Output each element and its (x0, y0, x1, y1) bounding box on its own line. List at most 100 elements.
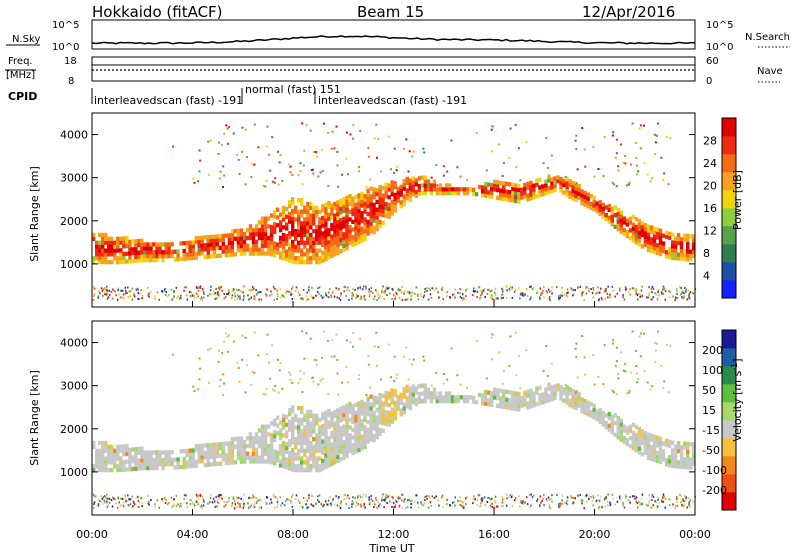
power-near-echo (140, 289, 142, 292)
power-near-echo (217, 293, 219, 296)
velocity-echo-cell (508, 401, 512, 407)
power-echo-cell (254, 224, 259, 229)
power-echo-cell (345, 203, 349, 208)
velocity-echo-cell (502, 393, 506, 398)
power-near-echo (374, 295, 376, 298)
velocity-echo-cell (107, 468, 111, 473)
velocity-echo-cell (682, 460, 687, 466)
velocity-near-echo (93, 495, 96, 498)
power-echo-cell (583, 202, 587, 207)
power-near-echo (258, 291, 261, 294)
velocity-echo-cell (396, 406, 400, 411)
velocity-near-echo (161, 498, 163, 500)
velocity-echo-cell (297, 456, 301, 461)
power-near-echo (416, 293, 419, 296)
power-scatter-echo (436, 184, 439, 187)
power-echo-cell (291, 220, 295, 225)
velocity-echo-cell (354, 437, 358, 442)
power-echo-cell (348, 240, 352, 245)
velocity-echo-cell (191, 452, 195, 457)
power-echo-cell (297, 213, 301, 218)
power-near-echo (364, 298, 366, 301)
power-echo-cell (625, 222, 630, 227)
velocity-echo-cell (613, 413, 617, 418)
power-echo-cell (233, 228, 238, 234)
velocity-near-echo (472, 497, 475, 500)
velocity-near-echo (317, 495, 319, 498)
power-echo-cell (333, 240, 337, 245)
velocity-near-echo (514, 497, 517, 500)
power-echo-cell (164, 250, 168, 255)
power-near-echo (212, 289, 215, 292)
power-echo-cell (375, 215, 379, 220)
power-echo-cell (580, 189, 584, 194)
power-echo-cell (254, 228, 259, 233)
power-echo-cell (263, 220, 268, 225)
velocity-scatter-echo (475, 340, 478, 342)
power-colorbar-segment (722, 118, 736, 137)
velocity-near-echo (306, 499, 308, 502)
velocity-echo-cell (655, 443, 660, 448)
power-near-echo (103, 287, 106, 289)
power-scatter-echo (352, 137, 354, 140)
power-echo-cell (363, 201, 367, 207)
velocity-echo-cell (390, 419, 394, 424)
velocity-echo-cell (306, 456, 310, 461)
velocity-near-echo (651, 499, 653, 501)
power-echo-cell (348, 217, 352, 222)
velocity-echo-cell (98, 440, 102, 446)
velocity-echo-cell (119, 460, 123, 465)
power-echo-cell (523, 182, 527, 188)
power-echo-cell (128, 251, 132, 256)
velocity-near-echo (574, 497, 576, 500)
power-echo-cell (577, 184, 581, 189)
velocity-scatter-echo (603, 344, 606, 347)
power-near-echo (543, 296, 545, 299)
velocity-echo-cell (342, 416, 346, 422)
power-near-echo (362, 288, 364, 291)
velocity-echo-cell (297, 437, 301, 442)
velocity-near-echo (202, 498, 205, 501)
power-scatter-echo (423, 151, 426, 154)
power-echo-cell (194, 251, 198, 256)
velocity-near-echo (294, 498, 297, 501)
power-near-echo (291, 287, 293, 290)
velocity-echo-cell (640, 432, 645, 438)
velocity-near-echo (491, 497, 493, 500)
velocity-echo-cell (140, 462, 144, 467)
power-scatter-echo (628, 181, 631, 184)
velocity-echo-cell (257, 443, 262, 449)
power-echo-cell (182, 256, 186, 261)
velocity-echo-cell (426, 395, 431, 400)
power-echo-cell (619, 229, 623, 235)
power-echo-cell (327, 216, 331, 221)
power-echo-cell (405, 176, 409, 181)
power-echo-cell (330, 207, 334, 212)
power-near-echo (217, 291, 219, 294)
velocity-near-echo (114, 498, 116, 501)
power-scatter-echo (262, 184, 265, 187)
power-echo-cell (291, 228, 295, 233)
power-near-echo (506, 289, 508, 292)
velocity-echo-cell (496, 388, 500, 393)
power-near-echo (509, 286, 512, 289)
velocity-echo-cell (333, 433, 337, 438)
power-echo-cell (619, 226, 623, 231)
power-echo-cell (613, 205, 617, 210)
velocity-echo-cell (532, 391, 536, 396)
power-echo-cell (381, 209, 385, 214)
velocity-near-echo (273, 506, 276, 509)
power-echo-cell (619, 214, 623, 219)
power-echo-cell (101, 256, 105, 261)
power-echo-cell (257, 247, 262, 252)
velocity-echo-cell (179, 449, 183, 454)
velocity-echo-cell (251, 440, 256, 445)
power-echo-cell (586, 192, 590, 197)
velocity-echo-cell (309, 464, 313, 469)
power-echo-cell (260, 216, 265, 221)
velocity-near-echo (126, 500, 128, 503)
power-near-echo (147, 286, 149, 289)
power-echo-cell (345, 207, 349, 212)
velocity-echo-cell (381, 417, 385, 422)
velocity-echo-cell (634, 436, 639, 441)
